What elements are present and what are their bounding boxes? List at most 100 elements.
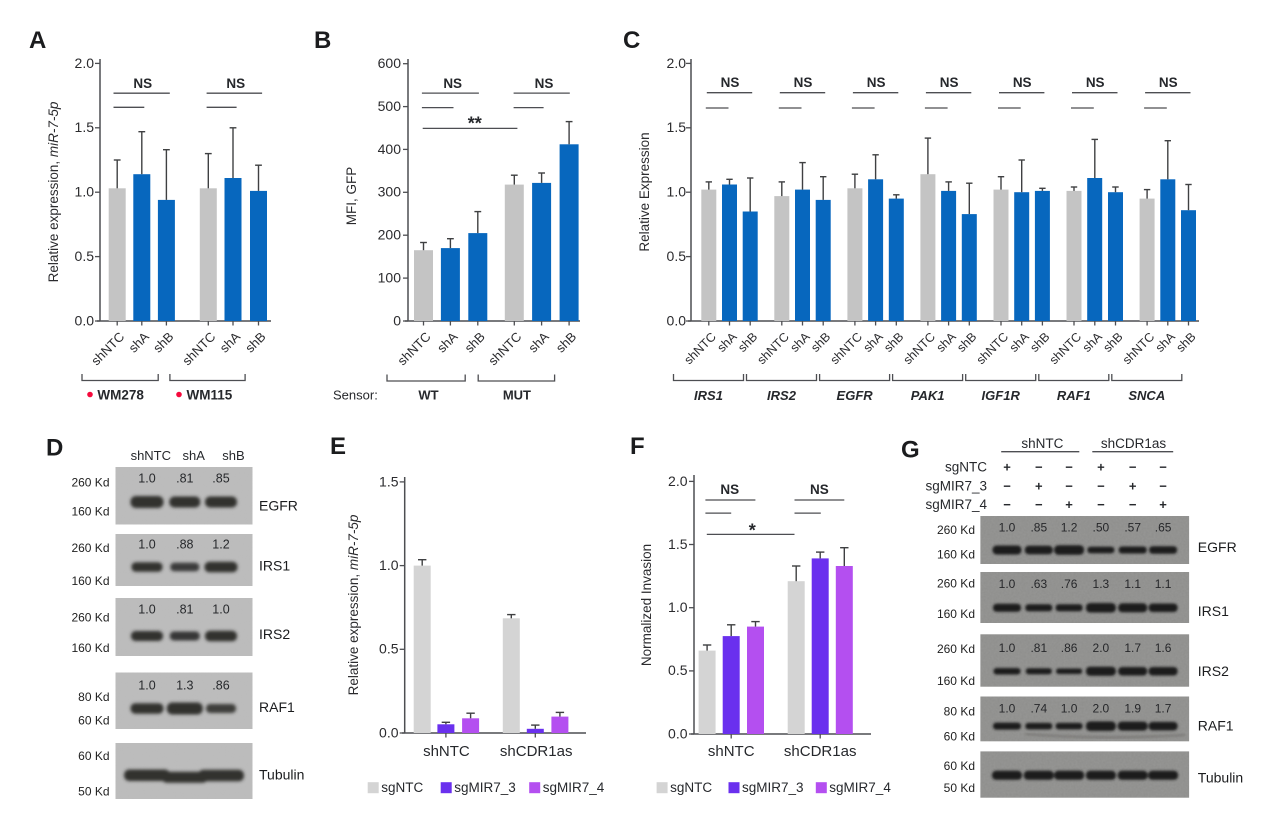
svg-text:NS: NS: [1159, 75, 1178, 90]
svg-text:1.0: 1.0: [668, 599, 688, 615]
svg-text:160 Kd: 160 Kd: [71, 574, 109, 588]
svg-text:Relative Expression: Relative Expression: [637, 132, 652, 251]
svg-text:1.5: 1.5: [379, 473, 399, 489]
svg-text:.85: .85: [1030, 521, 1047, 535]
svg-text:160 Kd: 160 Kd: [937, 674, 975, 688]
svg-text:EGFR: EGFR: [259, 498, 298, 514]
svg-text:MFI, GFP: MFI, GFP: [344, 167, 359, 226]
svg-text:Sensor:: Sensor:: [333, 388, 378, 403]
svg-text:E: E: [330, 433, 346, 460]
svg-text:.88: .88: [176, 538, 193, 552]
svg-text:EGFR: EGFR: [1198, 539, 1237, 555]
svg-text:IRS2: IRS2: [1198, 663, 1229, 679]
svg-text:60 Kd: 60 Kd: [944, 759, 975, 773]
svg-text:*: *: [749, 521, 756, 541]
svg-text:−: −: [1003, 478, 1011, 493]
svg-text:IRS1: IRS1: [694, 388, 723, 403]
svg-text:MUT: MUT: [503, 388, 531, 403]
svg-text:NS: NS: [535, 76, 554, 91]
svg-text:.63: .63: [1030, 577, 1047, 591]
svg-text:1.3: 1.3: [176, 679, 193, 693]
svg-text:300: 300: [378, 184, 402, 200]
svg-text:shCDR1as: shCDR1as: [1101, 436, 1167, 451]
svg-text:80 Kd: 80 Kd: [78, 690, 109, 704]
svg-text:PAK1: PAK1: [911, 388, 945, 403]
svg-text:+: +: [1129, 478, 1137, 493]
svg-text:160 Kd: 160 Kd: [71, 505, 109, 519]
svg-text:C: C: [623, 27, 640, 54]
svg-text:.65: .65: [1155, 521, 1172, 535]
svg-text:1.0: 1.0: [999, 702, 1016, 716]
svg-text:shNTC: shNTC: [1021, 436, 1063, 451]
svg-text:200: 200: [378, 227, 402, 243]
svg-text:sgMIR7_4: sgMIR7_4: [829, 780, 891, 795]
svg-text:RAF1: RAF1: [1198, 718, 1234, 734]
svg-text:500: 500: [378, 98, 402, 114]
svg-text:WT: WT: [418, 388, 438, 403]
svg-text:−: −: [1035, 497, 1043, 512]
svg-text:260 Kd: 260 Kd: [937, 577, 975, 591]
svg-text:shNTC: shNTC: [131, 448, 171, 463]
svg-text:1.9: 1.9: [1124, 702, 1141, 716]
svg-text:2.0: 2.0: [1093, 702, 1110, 716]
svg-text:**: **: [468, 114, 482, 134]
svg-text:−: −: [1003, 497, 1011, 512]
svg-text:1.2: 1.2: [1061, 521, 1078, 535]
svg-text:G: G: [901, 437, 920, 464]
svg-text:50 Kd: 50 Kd: [78, 785, 109, 799]
svg-text:shB: shB: [222, 448, 244, 463]
svg-text:RAF1: RAF1: [1057, 388, 1091, 403]
svg-text:NS: NS: [721, 75, 740, 90]
svg-text:NS: NS: [720, 482, 739, 497]
svg-text:sgMIR7_3: sgMIR7_3: [742, 780, 804, 795]
svg-text:.86: .86: [212, 679, 229, 693]
svg-text:1.0: 1.0: [667, 184, 687, 200]
svg-text:+: +: [1097, 460, 1105, 475]
svg-text:1.0: 1.0: [138, 679, 155, 693]
svg-text:−: −: [1097, 497, 1105, 512]
svg-text:shNTC: shNTC: [708, 743, 755, 760]
svg-text:−: −: [1035, 460, 1043, 475]
svg-text:60 Kd: 60 Kd: [944, 729, 975, 743]
svg-text:0.5: 0.5: [668, 662, 688, 678]
svg-text:.57: .57: [1124, 521, 1141, 535]
svg-text:0.0: 0.0: [667, 312, 687, 328]
svg-text:.86: .86: [1061, 641, 1078, 655]
svg-text:1.2: 1.2: [212, 538, 229, 552]
svg-text:160 Kd: 160 Kd: [937, 607, 975, 621]
svg-text:sgMIR7_4: sgMIR7_4: [925, 497, 987, 512]
svg-text:1.0: 1.0: [212, 603, 229, 617]
svg-text:sgNTC: sgNTC: [945, 460, 987, 475]
svg-text:−: −: [1159, 478, 1167, 493]
svg-text:160 Kd: 160 Kd: [937, 548, 975, 562]
svg-text:.85: .85: [212, 472, 229, 486]
svg-text:2.0: 2.0: [667, 55, 687, 71]
svg-text:Relative expression, miR-7-5p: Relative expression, miR-7-5p: [346, 514, 361, 695]
svg-text:IGF1R: IGF1R: [982, 388, 1021, 403]
svg-text:+: +: [1065, 497, 1073, 512]
svg-text:1.0: 1.0: [138, 603, 155, 617]
svg-text:−: −: [1129, 497, 1137, 512]
svg-text:−: −: [1065, 460, 1073, 475]
svg-text:2.0: 2.0: [1093, 641, 1110, 655]
svg-text:IRS1: IRS1: [259, 558, 290, 574]
svg-text:−: −: [1065, 478, 1073, 493]
svg-text:1.0: 1.0: [999, 641, 1016, 655]
svg-text:IRS2: IRS2: [767, 388, 797, 403]
svg-text:1.5: 1.5: [75, 119, 95, 135]
svg-text:NS: NS: [794, 75, 813, 90]
svg-text:A: A: [29, 27, 46, 54]
svg-text:Normalized Invasion: Normalized Invasion: [639, 544, 654, 666]
svg-text:0.0: 0.0: [379, 724, 399, 740]
svg-text:NS: NS: [867, 75, 886, 90]
svg-text:.76: .76: [1061, 577, 1078, 591]
svg-text:0.5: 0.5: [379, 641, 399, 657]
svg-text:0.5: 0.5: [667, 248, 687, 264]
svg-text:shCDR1as: shCDR1as: [500, 743, 573, 760]
svg-text:B: B: [314, 27, 331, 54]
svg-text:1.0: 1.0: [138, 472, 155, 486]
svg-text:160 Kd: 160 Kd: [71, 641, 109, 655]
svg-text:0: 0: [393, 312, 401, 328]
svg-text:0.0: 0.0: [668, 725, 688, 741]
svg-text:60 Kd: 60 Kd: [78, 714, 109, 728]
